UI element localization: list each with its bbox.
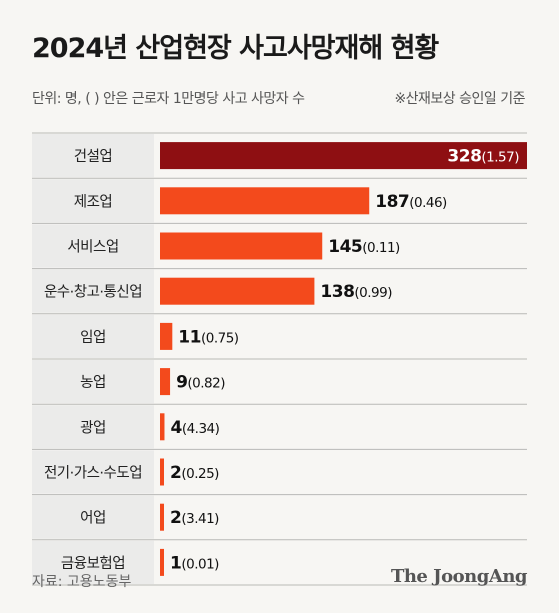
- category-label: 농업: [80, 374, 106, 391]
- category-label-bg: [32, 314, 154, 358]
- bar: [160, 548, 164, 576]
- bar: [160, 187, 370, 215]
- data-label: 9(0.82): [176, 373, 225, 393]
- bar: [160, 368, 171, 396]
- category-label-bg: [32, 450, 154, 494]
- data-label: 145(0.11): [328, 237, 400, 257]
- source-text: 자료: 고용노동부: [32, 574, 132, 590]
- category-label: 임업: [80, 329, 106, 346]
- category-label-bg: [32, 360, 154, 404]
- bar: [160, 503, 164, 531]
- category-label-bg: [32, 405, 154, 449]
- category-label-bg: [32, 540, 154, 584]
- category-label: 건설업: [74, 148, 113, 165]
- bar: [160, 142, 527, 170]
- category-label: 금융보험업: [61, 555, 125, 572]
- category-label: 제조업: [74, 193, 113, 210]
- category-label-bg: [32, 224, 154, 268]
- data-label: 187(0.46): [375, 192, 447, 212]
- publisher-logo: The JoongAng: [390, 566, 528, 587]
- chart-note: ※산재보상 승인일 기준: [394, 91, 525, 107]
- bar: [160, 322, 173, 350]
- data-label: 4(4.34): [170, 418, 219, 438]
- category-label-bg: [32, 269, 154, 313]
- category-label: 운수·창고·통신업: [44, 284, 142, 301]
- category-label: 어업: [80, 510, 106, 527]
- data-label: 328(1.57): [447, 147, 519, 167]
- data-label: 2(3.41): [170, 508, 219, 528]
- bar: [160, 232, 323, 260]
- data-label: 1(0.01): [170, 553, 219, 573]
- bar: [160, 413, 165, 441]
- category-label: 전기·가스·수도업: [44, 465, 142, 482]
- chart-subtitle: 단위: 명, ( ) 안은 근로자 1만명당 사고 사망자 수: [32, 91, 305, 107]
- category-label: 서비스업: [67, 239, 118, 256]
- bar: [160, 458, 164, 486]
- category-label-bg: [32, 179, 154, 223]
- category-label: 광업: [80, 419, 106, 436]
- data-label: 138(0.99): [320, 282, 392, 302]
- category-label-bg: [32, 495, 154, 539]
- category-label-bg: [32, 134, 154, 178]
- data-label: 2(0.25): [170, 463, 219, 483]
- bar: [160, 277, 315, 305]
- page-title: 2024년 산업현장 사고사망재해 현황: [32, 33, 439, 64]
- data-label: 11(0.75): [178, 327, 238, 347]
